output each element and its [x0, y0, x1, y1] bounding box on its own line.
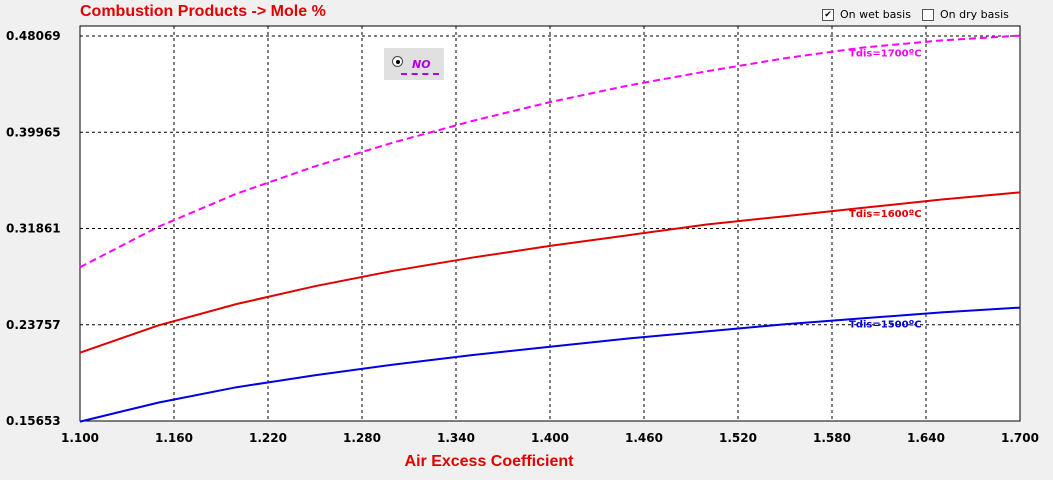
y-tick-label: 0.23757	[6, 318, 61, 332]
wet-basis-option[interactable]: ✔ On wet basis	[822, 8, 911, 21]
x-tick-label: 1.520	[719, 431, 757, 445]
dry-basis-checkbox[interactable]	[922, 8, 934, 21]
series-group	[79, 34, 1021, 423]
x-tick-label: 1.340	[437, 431, 475, 445]
legend-label: NO	[412, 58, 431, 71]
x-tick-label: 1.280	[343, 431, 381, 445]
series-line	[79, 34, 1021, 269]
series-labels: Tdis=1700ºC Tdis=1600ºC Tdis=1500ºC	[849, 49, 922, 331]
y-tick-label: 0.39965	[6, 125, 61, 139]
x-tick-label: 1.220	[249, 431, 287, 445]
x-ticks: 1.100 1.160 1.220 1.280 1.340 1.400 1.460 1.520…	[61, 431, 1039, 445]
legend-dash-line	[401, 73, 439, 75]
wet-basis-checkbox[interactable]: ✔	[822, 8, 834, 21]
wet-basis-label: On wet basis	[840, 8, 911, 21]
series-label: Tdis=1500ºC	[849, 319, 922, 330]
series-line	[79, 191, 1021, 354]
plot-area	[79, 25, 1021, 422]
x-axis-label: Air Excess Coefficient	[405, 453, 575, 470]
x-tick-label: 1.460	[625, 431, 663, 445]
x-tick-label: 1.160	[155, 431, 193, 445]
y-tick-label: 0.48069	[6, 29, 61, 43]
x-tick-label: 1.700	[1001, 431, 1039, 445]
y-tick-label: 0.31861	[6, 222, 61, 236]
dry-basis-label: On dry basis	[940, 8, 1009, 21]
legend[interactable]: NO	[384, 48, 444, 80]
x-tick-label: 1.400	[531, 431, 569, 445]
x-tick-label: 1.580	[813, 431, 851, 445]
y-tick-label: 0.15653	[6, 414, 61, 428]
dry-basis-option[interactable]: On dry basis	[922, 8, 1009, 21]
grid	[80, 26, 1020, 421]
x-tick-label: 1.100	[61, 431, 99, 445]
series-label: Tdis=1700ºC	[849, 49, 922, 60]
y-ticks: 0.15653 0.23757 0.31861 0.39965 0.48069	[6, 29, 61, 428]
legend-radio-icon[interactable]	[392, 56, 403, 67]
x-tick-label: 1.640	[907, 431, 945, 445]
chart-title: Combustion Products -> Mole %	[80, 3, 326, 20]
series-line	[79, 306, 1021, 423]
series-label: Tdis=1600ºC	[849, 209, 922, 220]
